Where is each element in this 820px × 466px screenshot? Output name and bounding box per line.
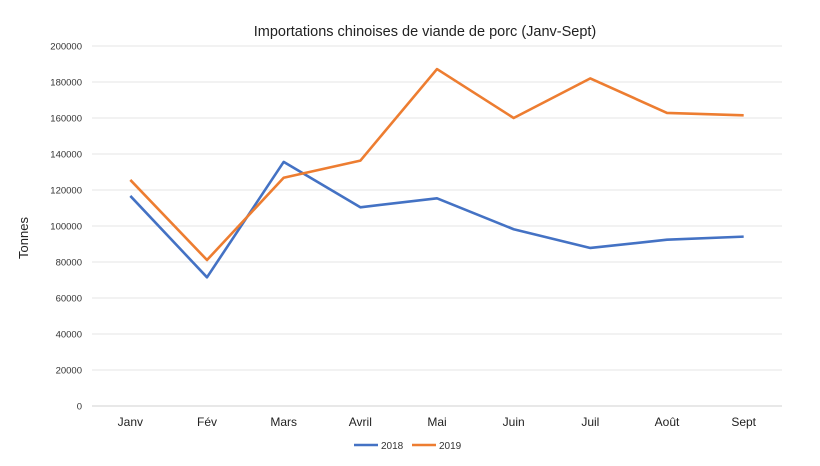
y-tick-label: 100000 [50, 222, 82, 233]
x-tick-label: Juin [503, 415, 525, 429]
x-tick-label: Mai [427, 415, 446, 429]
y-tick-label: 80000 [56, 258, 82, 269]
x-tick-label: Janv [118, 415, 143, 429]
legend-label-2019: 2019 [439, 441, 462, 452]
x-tick-label: Mars [270, 415, 297, 429]
y-tick-label: 120000 [50, 186, 82, 197]
chart-title: Importations chinoises de viande de porc… [254, 24, 597, 40]
series-line-2019 [130, 69, 743, 260]
y-tick-label: 160000 [50, 114, 82, 125]
y-tick-label: 140000 [50, 150, 82, 161]
y-axis-label: Tonnes [16, 217, 31, 259]
y-tick-label: 60000 [56, 294, 82, 305]
legend-label-2018: 2018 [381, 441, 404, 452]
x-tick-label: Avril [349, 415, 372, 429]
x-tick-label: Août [655, 415, 680, 429]
series-line-2018 [130, 162, 743, 277]
x-tick-label: Sept [731, 415, 756, 429]
y-tick-label: 200000 [50, 42, 82, 53]
x-tick-label: Fév [197, 415, 217, 429]
x-tick-label: Juil [581, 415, 599, 429]
y-tick-label: 180000 [50, 78, 82, 89]
y-tick-label: 40000 [56, 330, 82, 341]
y-tick-label: 20000 [56, 366, 82, 377]
y-tick-label: 0 [77, 402, 82, 413]
